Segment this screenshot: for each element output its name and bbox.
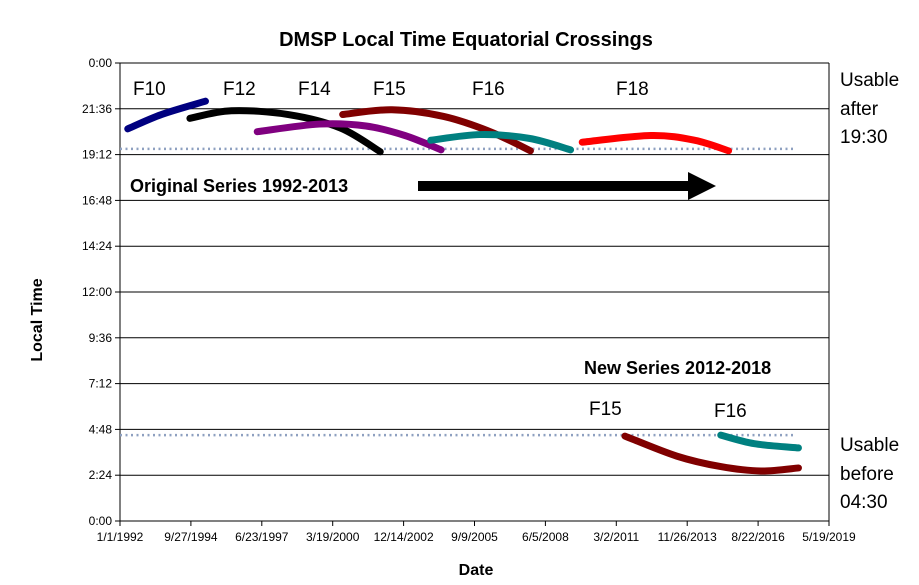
usable-after-2: after <box>840 99 879 120</box>
usable-before-3: 04:30 <box>840 492 888 513</box>
series-line-f10 <box>124 97 209 133</box>
y-tick-label: 0:00 <box>89 514 113 528</box>
x-axis-label: Date <box>459 562 494 579</box>
label-f12: F12 <box>223 79 256 100</box>
y-tick-label: 14:24 <box>82 239 112 253</box>
y-tick-label: 4:48 <box>89 422 113 436</box>
label-new-f16: F16 <box>714 401 747 422</box>
series-line-f16 <box>427 131 575 154</box>
series-line-f14 <box>253 120 445 154</box>
series-group <box>124 97 802 475</box>
x-tick-label: 12/14/2002 <box>374 530 434 544</box>
y-axis-label: Local Time <box>29 278 46 361</box>
usable-after-1: Usable <box>840 70 899 91</box>
y-tick-label: 2:24 <box>89 468 113 482</box>
y-tick-label: 7:12 <box>89 377 113 391</box>
series-line-f18 <box>578 132 733 155</box>
x-tick-label: 9/27/1994 <box>164 530 218 544</box>
x-tick-label: 1/1/1992 <box>97 530 144 544</box>
label-new-f15: F15 <box>589 399 622 420</box>
y-tick-label: 0:00 <box>89 56 113 70</box>
label-f15: F15 <box>373 79 406 100</box>
x-tick-label: 11/26/2013 <box>658 530 717 544</box>
x-tick-label: 3/2/2011 <box>593 530 639 544</box>
label-f14: F14 <box>298 79 331 100</box>
x-tick-label: 6/23/1997 <box>235 530 289 544</box>
x-tick-label: 9/9/2005 <box>451 530 498 544</box>
y-tick-label: 21:36 <box>82 102 112 116</box>
x-tick-label: 5/19/2019 <box>802 530 856 544</box>
y-tick-label: 9:36 <box>89 331 113 345</box>
usable-before-2: before <box>840 464 894 485</box>
label-f10: F10 <box>133 79 166 100</box>
chart-title: DMSP Local Time Equatorial Crossings <box>279 29 653 51</box>
series-line-f12 <box>186 107 384 156</box>
x-tick-label: 8/22/2016 <box>731 530 785 544</box>
y-tick-label: 16:48 <box>82 193 112 207</box>
label-f16: F16 <box>472 79 505 100</box>
series-line-f16-new <box>717 431 802 452</box>
label-f18: F18 <box>616 79 649 100</box>
y-tick-label: 19:12 <box>82 148 112 162</box>
x-tick-labels: 1/1/1992 9/27/1994 6/23/1997 3/19/2000 12/14… <box>97 530 856 544</box>
usable-before-1: Usable <box>840 435 899 456</box>
new-series-label: New Series 2012-2018 <box>584 358 771 378</box>
original-series-label: Original Series 1992-2013 <box>130 176 348 196</box>
arrow <box>418 172 716 200</box>
y-tick-label: 12:00 <box>82 285 112 299</box>
usable-after-3: 19:30 <box>840 127 888 148</box>
reference-lines <box>120 147 795 437</box>
x-tick-label: 3/19/2000 <box>306 530 360 544</box>
x-tick-label: 6/5/2008 <box>522 530 569 544</box>
series-line-f15-new <box>621 432 802 475</box>
y-tick-labels: 0:00 2:24 4:48 7:12 9:36 12:00 14:24 16:48 19:12… <box>82 56 112 528</box>
